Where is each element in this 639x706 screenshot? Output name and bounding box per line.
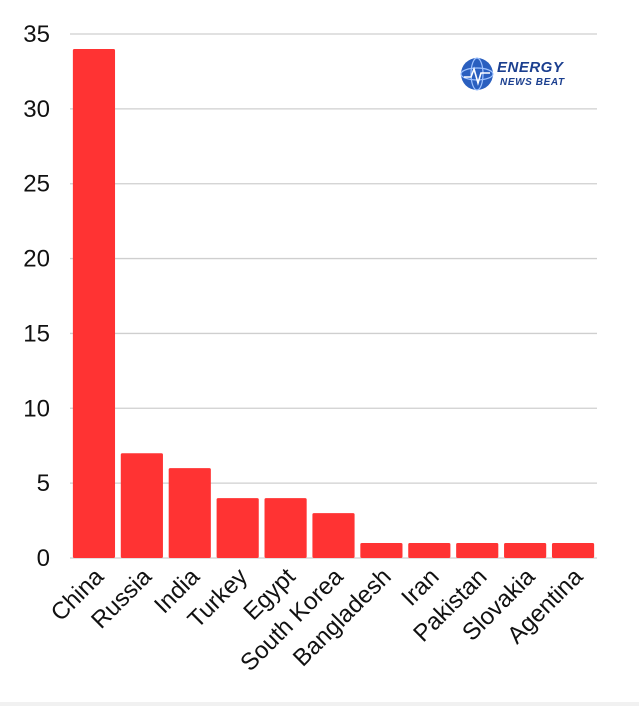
bar-south-korea [312,513,355,558]
logo-word-news-beat: NEWS BEAT [500,77,565,88]
bar-agentina [551,543,595,558]
bars [72,48,595,558]
bar-russia [120,453,163,558]
energy-news-beat-logo: ENERGY NEWS BEAT [460,57,565,91]
globe-icon [461,58,493,90]
bar-india [168,468,211,558]
bottom-divider [0,702,639,706]
y-tick-label: 25 [23,171,50,198]
y-tick-label: 10 [23,395,50,422]
y-tick-label: 5 [37,470,50,497]
y-tick-label: 0 [37,545,50,572]
bar-bangladesh [360,543,403,558]
y-tick-label: 15 [23,320,50,347]
y-axis-ticks: 0 5 10 15 20 25 30 35 [23,21,50,572]
logo-word-energy: ENERGY [497,59,565,76]
y-tick-label: 35 [23,21,50,48]
bar-pakistan [456,543,499,558]
bar-egypt [264,498,307,558]
bar-turkey [216,498,259,558]
y-tick-label: 30 [23,96,50,123]
y-tick-label: 20 [23,246,50,273]
bar-china [72,48,116,558]
bar-iran [408,543,451,558]
bar-slovakia [504,543,547,558]
